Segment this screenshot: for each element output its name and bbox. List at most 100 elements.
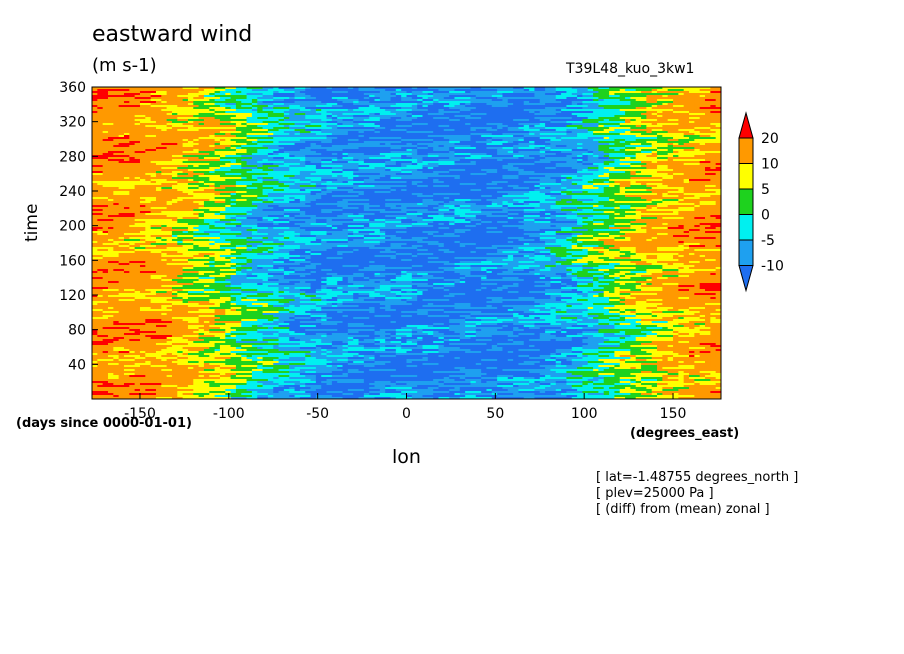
field-cell — [678, 93, 685, 96]
field-cell — [673, 181, 685, 184]
field-cell — [625, 131, 631, 134]
field-cell — [198, 117, 215, 120]
field-cell — [465, 93, 471, 96]
field-cell — [715, 173, 722, 176]
field-cell — [161, 165, 178, 168]
field-cell — [534, 165, 551, 168]
field-cell — [705, 95, 722, 98]
field-cell — [161, 87, 173, 90]
field-cell — [678, 223, 690, 226]
field-cell — [427, 97, 445, 100]
field-cell — [417, 129, 429, 132]
field-cell — [491, 233, 498, 236]
field-cell — [657, 215, 663, 218]
field-cell — [102, 153, 114, 156]
field-cell — [465, 177, 482, 180]
field-cell — [550, 95, 557, 98]
field-cell — [187, 137, 194, 140]
field-cell — [470, 151, 482, 154]
field-cell — [417, 205, 429, 208]
field-cell — [289, 107, 301, 110]
field-cell — [219, 237, 231, 240]
field-cell — [246, 239, 258, 242]
field-cell — [225, 167, 242, 170]
field-cell — [369, 255, 375, 258]
field-cell — [118, 213, 136, 216]
field-cell — [411, 157, 423, 160]
field-cell — [230, 199, 237, 202]
field-cell — [310, 225, 322, 228]
field-cell — [417, 119, 434, 122]
field-cell — [593, 199, 610, 202]
field-cell — [166, 163, 184, 166]
field-cell — [145, 167, 162, 170]
field-cell — [139, 105, 152, 108]
field-cell — [342, 229, 349, 232]
field-cell — [92, 235, 98, 238]
field-cell — [214, 93, 221, 96]
field-cell — [278, 153, 285, 156]
field-cell — [545, 93, 562, 96]
field-cell — [145, 255, 152, 258]
field-cell — [331, 217, 349, 220]
field-cell — [321, 109, 338, 112]
field-cell — [577, 251, 589, 254]
field-cell — [438, 209, 450, 212]
field-cell — [171, 239, 184, 242]
field-cell — [193, 237, 210, 240]
field-cell — [203, 93, 210, 96]
field-cell — [92, 227, 104, 230]
field-cell — [641, 133, 658, 136]
field-cell — [321, 125, 327, 128]
field-cell — [683, 237, 695, 240]
field-cell — [182, 211, 200, 214]
field-cell — [129, 151, 136, 154]
field-cell — [321, 211, 333, 214]
field-cell — [646, 97, 658, 100]
field-cell — [139, 229, 146, 232]
field-cell — [497, 97, 503, 100]
field-cell — [379, 173, 397, 176]
field-cell — [342, 203, 354, 206]
field-cell — [577, 113, 589, 116]
field-cell — [577, 241, 583, 244]
field-cell — [481, 201, 487, 204]
field-cell — [177, 145, 184, 148]
field-cell — [198, 87, 215, 90]
field-cell — [385, 193, 397, 196]
field-cell — [92, 253, 104, 256]
field-cell — [182, 195, 194, 198]
field-cell — [395, 123, 413, 126]
field-cell — [219, 213, 237, 216]
field-cell — [577, 91, 583, 94]
field-cell — [305, 145, 311, 148]
field-cell — [358, 249, 370, 252]
field-cell — [134, 91, 141, 94]
field-cell — [385, 227, 397, 230]
field-cell — [422, 153, 429, 156]
field-cell — [582, 225, 599, 228]
field-cell — [171, 215, 189, 218]
field-cell — [161, 153, 168, 156]
field-cell — [161, 209, 173, 212]
field-cell — [630, 159, 647, 162]
field-cell — [97, 247, 114, 250]
field-cell — [598, 99, 605, 102]
field-cell — [635, 181, 647, 184]
field-cell — [177, 255, 194, 258]
field-cell — [305, 243, 322, 246]
field-cell — [198, 149, 215, 152]
field-cell — [555, 203, 562, 206]
field-cell — [326, 241, 343, 244]
field-cell — [475, 161, 493, 164]
field-cell — [97, 105, 104, 108]
field-cell — [513, 93, 525, 96]
field-cell — [379, 231, 386, 234]
field-cell — [502, 133, 514, 136]
field-cell — [518, 111, 530, 114]
field-cell — [678, 239, 695, 242]
field-cell — [225, 165, 231, 168]
field-cell — [566, 217, 583, 220]
field-cell — [278, 109, 285, 112]
field-cell — [422, 217, 429, 220]
